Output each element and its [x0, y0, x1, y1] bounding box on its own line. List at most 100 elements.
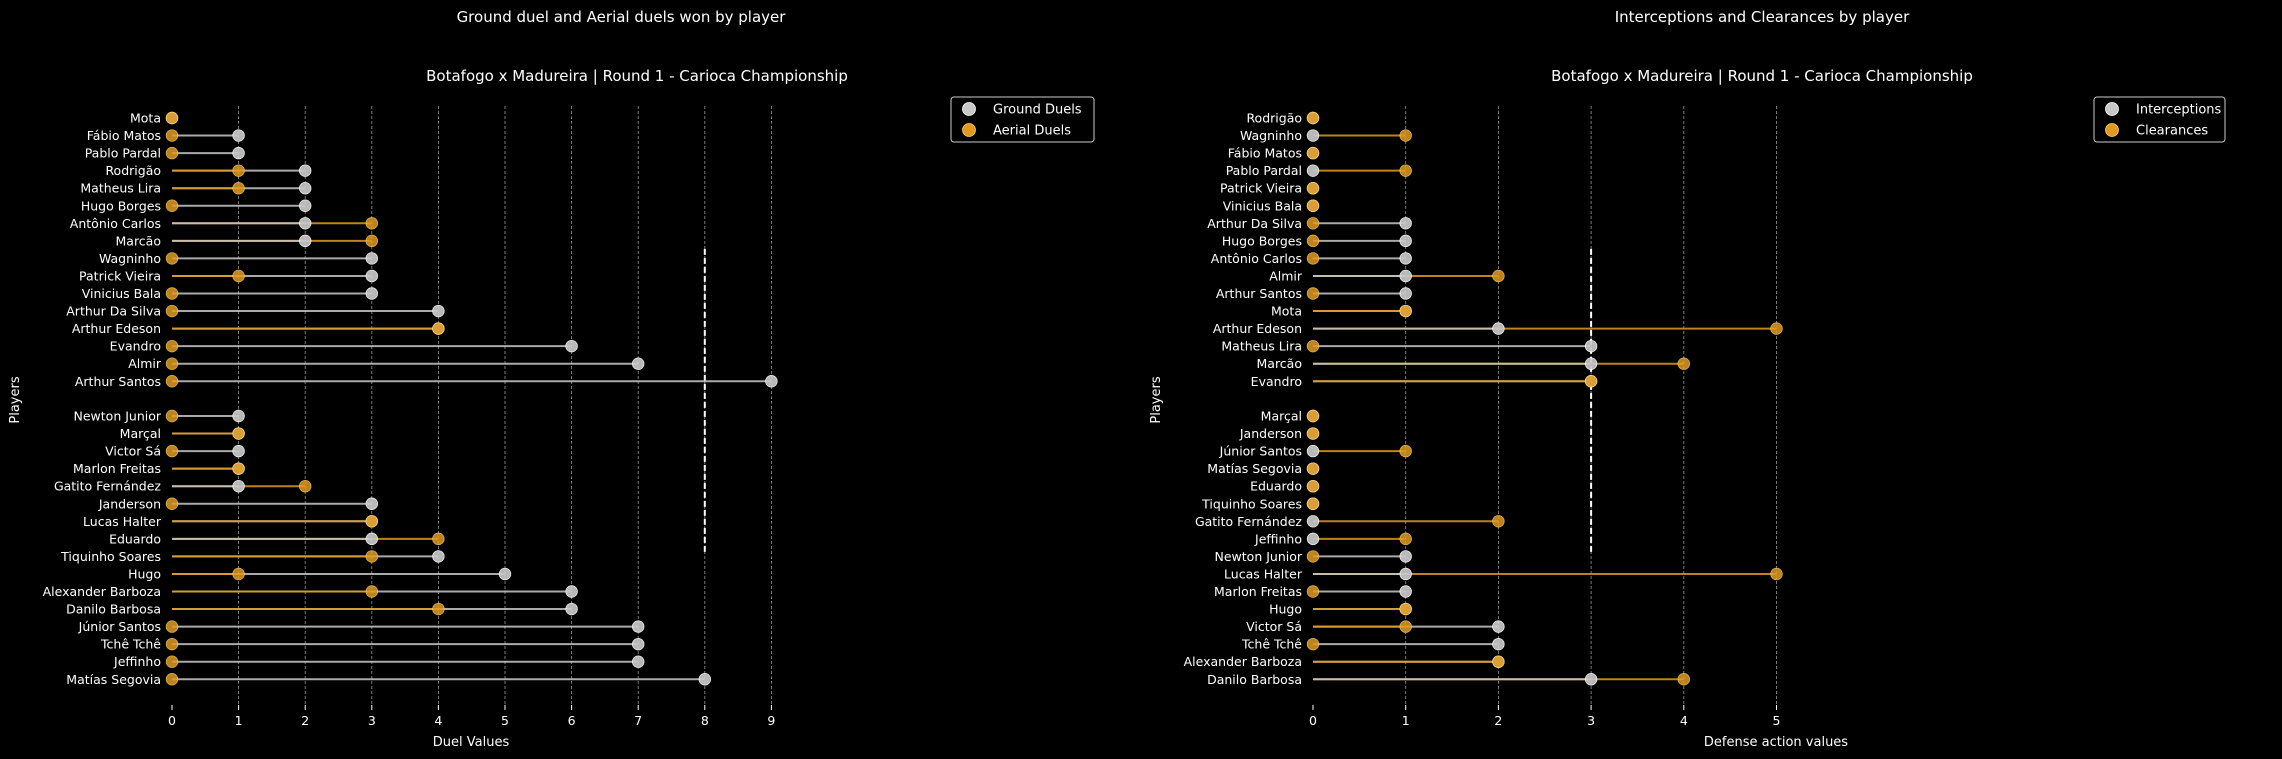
- player-label: Matheus Lira: [80, 181, 161, 196]
- aerial-point: [1492, 515, 1505, 528]
- aerial-point: [1306, 339, 1320, 353]
- aerial-point: [165, 357, 179, 370]
- aerial-point: [1770, 567, 1783, 581]
- player-label: Arthur Da Silva: [66, 304, 161, 319]
- aerial-point: [1399, 444, 1412, 458]
- player-label: Eduardo: [1250, 479, 1302, 494]
- player-label: Tchê Tchê: [100, 637, 161, 652]
- aerial-point: [165, 620, 179, 633]
- player-label: Danilo Barbosa: [66, 602, 161, 617]
- chart-suptitle: Interceptions and Clearances by player: [1615, 8, 1910, 26]
- aerial-point: [1306, 111, 1320, 125]
- legend-box: [2093, 96, 2226, 143]
- aerial-point: [365, 585, 379, 598]
- player-label: Evandro: [1251, 374, 1302, 389]
- player-label: Patrick Vieira: [1220, 181, 1302, 196]
- aerial-point: [1306, 234, 1320, 248]
- aerial-point: [1306, 427, 1320, 440]
- aerial-point: [165, 129, 179, 142]
- aerial-point: [1399, 164, 1412, 177]
- x-tick-label: 5: [501, 713, 509, 728]
- aerial-point: [1306, 550, 1320, 563]
- ground-point: [299, 234, 312, 248]
- player-label: Júnior Santos: [78, 619, 161, 634]
- ground-point: [365, 497, 379, 510]
- ground-point: [1306, 532, 1320, 546]
- player-label: Mota: [1271, 304, 1302, 319]
- ground-point: [232, 129, 245, 142]
- ground-point: [1584, 339, 1598, 353]
- aerial-point: [432, 322, 445, 335]
- aerial-point: [1306, 585, 1320, 598]
- aerial-point: [365, 515, 379, 528]
- ground-point: [1399, 585, 1412, 598]
- legend: Ground Duels Aerial Duels: [950, 96, 1095, 143]
- player-label: Victor Sá: [105, 444, 161, 459]
- aerial-point: [1677, 673, 1691, 686]
- ground-point: [232, 409, 245, 423]
- ground-point: [1584, 357, 1598, 370]
- aerial-point: [1492, 655, 1505, 668]
- aerial-point: [432, 602, 445, 616]
- player-label: Matheus Lira: [1221, 339, 1302, 354]
- player-label: Vinicius Bala: [1223, 198, 1302, 213]
- player-label: Rodrigão: [105, 163, 161, 178]
- player-label: Júnior Santos: [1219, 444, 1302, 459]
- aerial-point: [165, 637, 179, 651]
- chart-title: Botafogo x Madureira | Round 1 - Carioca…: [1551, 67, 1973, 85]
- x-tick-label: 2: [301, 713, 309, 728]
- player-label: Victor Sá: [1246, 619, 1302, 634]
- ground-point: [1306, 164, 1320, 177]
- aerial-point: [165, 146, 179, 160]
- legend-marker-aerial: [2105, 123, 2119, 137]
- aerial-point: [165, 339, 179, 353]
- aerial-point: [1492, 269, 1505, 283]
- ground-point: [232, 146, 245, 160]
- player-label: Arthur Da Silva: [1207, 216, 1302, 231]
- aerial-point: [1306, 480, 1320, 493]
- aerial-point: [165, 375, 179, 388]
- player-label: Hugo: [1269, 602, 1302, 617]
- legend-box: [950, 96, 1095, 143]
- aerial-point: [1306, 637, 1320, 651]
- x-axis-label: Defense action values: [1704, 735, 1848, 750]
- x-tick-label: 0: [1309, 713, 1317, 728]
- aerial-point: [165, 497, 179, 510]
- ground-point: [1306, 129, 1320, 142]
- player-label: Gatito Fernández: [1195, 514, 1302, 529]
- ground-point: [1306, 444, 1320, 458]
- aerial-point: [232, 269, 245, 283]
- aerial-point: [1306, 217, 1320, 230]
- ground-point: [1399, 217, 1412, 230]
- ground-point: [1306, 515, 1320, 528]
- player-label: Hugo: [128, 566, 161, 581]
- x-tick-label: 9: [767, 713, 775, 728]
- aerial-point: [365, 234, 379, 248]
- ground-point: [1492, 637, 1505, 651]
- player-label: Jeffinho: [1254, 531, 1302, 546]
- aerial-point: [299, 480, 312, 493]
- ground-point: [232, 480, 245, 493]
- aerial-point: [165, 444, 179, 458]
- ground-point: [765, 375, 778, 388]
- aerial-point: [1306, 181, 1320, 195]
- ground-point: [365, 287, 379, 300]
- chart-suptitle: Ground duel and Aerial duels won by play…: [457, 8, 787, 26]
- ground-point: [565, 585, 578, 598]
- ground-point: [1399, 287, 1412, 300]
- player-label: Patrick Vieira: [79, 268, 161, 283]
- legend-label-ground: Ground Duels: [993, 103, 1082, 118]
- aerial-point: [232, 567, 245, 581]
- aerial-point: [1399, 129, 1412, 142]
- aerial-point: [1399, 602, 1412, 616]
- player-label: Mota: [130, 111, 161, 126]
- aerial-point: [165, 409, 179, 423]
- player-label: Janderson: [1239, 426, 1302, 441]
- player-label: Tiquinho Soares: [60, 549, 161, 564]
- player-label: Jeffinho: [113, 654, 161, 669]
- player-label: Tiquinho Soares: [1201, 496, 1302, 511]
- player-label: Antônio Carlos: [1211, 251, 1302, 266]
- player-label: Antônio Carlos: [70, 216, 161, 231]
- x-tick-label: 3: [1587, 713, 1595, 728]
- player-label: Pablo Pardal: [1226, 163, 1302, 178]
